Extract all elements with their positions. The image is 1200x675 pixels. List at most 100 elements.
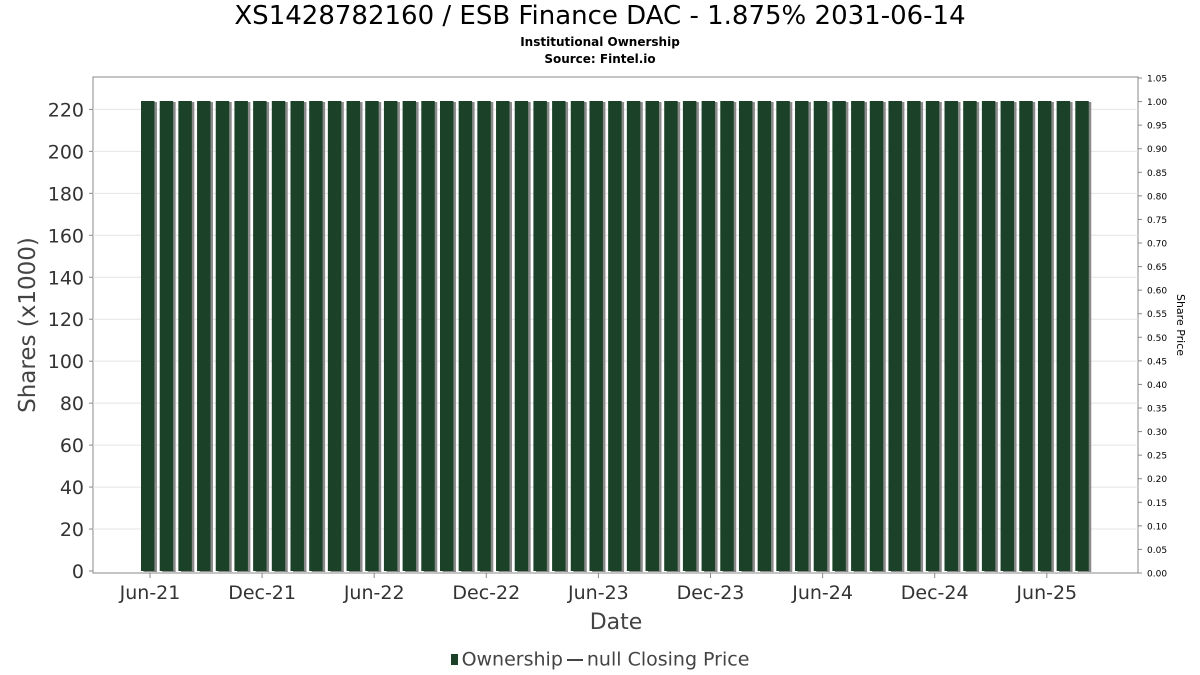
y2-tick-label: 0.15 bbox=[1147, 499, 1167, 509]
y2-tick-label: 0.40 bbox=[1147, 381, 1167, 391]
ownership-bar bbox=[589, 101, 603, 571]
ownership-legend-swatch bbox=[450, 654, 458, 665]
y2-tick-label: 0.90 bbox=[1147, 145, 1167, 155]
ownership-bar bbox=[738, 101, 753, 571]
ownership-bar bbox=[832, 101, 846, 571]
x-tick-label: Jun-25 bbox=[1015, 582, 1077, 604]
y-tick-label: 80 bbox=[60, 393, 84, 415]
y2-tick-label: 0.65 bbox=[1147, 263, 1167, 273]
x-axis-label: Date bbox=[590, 610, 643, 635]
ownership-bar bbox=[477, 101, 491, 571]
ownership-bar bbox=[309, 101, 323, 571]
y-tick-label: 40 bbox=[60, 477, 84, 499]
ownership-bar bbox=[552, 101, 566, 571]
ownership-bar bbox=[1075, 101, 1089, 571]
y2-tick-label: 0.25 bbox=[1147, 452, 1167, 462]
ownership-bar bbox=[851, 101, 865, 571]
ownership-bar bbox=[346, 101, 361, 571]
y2-tick-label: 0.70 bbox=[1147, 240, 1167, 250]
legend: Ownership null Closing Price bbox=[0, 648, 1200, 671]
x-tick-label: Jun-21 bbox=[119, 582, 181, 604]
y-tick-label: 120 bbox=[48, 309, 84, 331]
ownership-bar bbox=[1019, 101, 1033, 571]
ownership-bar bbox=[496, 101, 510, 571]
ownership-bar bbox=[439, 101, 454, 571]
x-tick-label: Dec-24 bbox=[901, 582, 969, 604]
y2-tick-label: 0.35 bbox=[1147, 405, 1167, 415]
ownership-bar bbox=[458, 101, 473, 571]
y2-tick-label: 0.10 bbox=[1147, 522, 1167, 532]
bars bbox=[141, 101, 1092, 572]
ownership-bar bbox=[813, 101, 828, 571]
chart-title: XS1428782160 / ESB Finance DAC - 1.875% … bbox=[234, 1, 966, 31]
ownership-bar bbox=[327, 101, 342, 571]
ownership-bar bbox=[402, 101, 417, 571]
y-tick-label: 220 bbox=[48, 99, 84, 121]
ownership-bar bbox=[757, 101, 772, 571]
ownership-bar bbox=[944, 101, 958, 571]
ownership-bar bbox=[664, 101, 678, 571]
ownership-bar bbox=[963, 101, 977, 571]
x-axis: Jun-21 Dec-21 Jun-22 Dec-22 Jun-23 Dec-23 Jun-… bbox=[119, 573, 1077, 604]
ownership-bar bbox=[776, 101, 790, 571]
ownership-bar bbox=[421, 101, 435, 571]
ownership-bar bbox=[645, 101, 659, 571]
ownership-bar bbox=[701, 101, 716, 571]
ownership-bar bbox=[1000, 101, 1015, 571]
ownership-bar bbox=[514, 101, 529, 571]
chart-subtitle: Institutional Ownership bbox=[520, 35, 680, 49]
ownership-bar bbox=[215, 101, 230, 571]
ownership-bar bbox=[271, 101, 286, 571]
y2-tick-label: 0.30 bbox=[1147, 428, 1167, 438]
ownership-bar bbox=[682, 101, 697, 571]
x-tick-label: Dec-23 bbox=[677, 582, 745, 604]
ownership-bar bbox=[1037, 101, 1052, 571]
ownership-bar bbox=[720, 101, 734, 571]
y2-axis: 0.00 0.05 0.10 0.15 0.20 0.25 0.30 0.35 0.40 0.45… bbox=[1138, 75, 1167, 580]
y-tick-label: 100 bbox=[48, 351, 84, 373]
ownership-bar bbox=[141, 101, 155, 571]
ownership-bar bbox=[383, 101, 398, 571]
y2-axis-label: Share Price bbox=[1174, 294, 1187, 356]
ownership-bar bbox=[234, 101, 248, 571]
ownership-bar bbox=[907, 101, 921, 571]
y-tick-label: 20 bbox=[60, 519, 84, 541]
ownership-bar bbox=[290, 101, 304, 571]
y2-tick-label: 0.50 bbox=[1147, 334, 1167, 344]
y2-tick-label: 0.05 bbox=[1147, 546, 1167, 556]
ownership-bar bbox=[197, 101, 211, 571]
ownership-bar bbox=[159, 101, 174, 571]
legend-ownership: Ownership bbox=[461, 648, 563, 671]
y2-tick-label: 0.85 bbox=[1147, 169, 1167, 179]
y2-tick-label: 1.05 bbox=[1147, 75, 1167, 85]
ownership-bar bbox=[869, 101, 884, 571]
ownership-bar bbox=[570, 101, 585, 571]
ownership-bar bbox=[925, 101, 940, 571]
y2-tick-label: 0.00 bbox=[1147, 570, 1167, 580]
y-axis: 0 20 40 60 80 100 120 140 160 180 200 220 bbox=[48, 99, 93, 583]
y-axis-label: Shares (x1000) bbox=[15, 237, 41, 413]
y2-tick-label: 0.20 bbox=[1147, 475, 1167, 485]
y2-tick-label: 0.75 bbox=[1147, 216, 1167, 226]
y2-tick-label: 1.00 bbox=[1147, 98, 1167, 108]
y-tick-label: 160 bbox=[48, 225, 84, 247]
y2-tick-label: 0.80 bbox=[1147, 192, 1167, 202]
ownership-bar bbox=[626, 101, 641, 571]
legend-closing-price: null Closing Price bbox=[586, 648, 750, 671]
x-tick-label: Jun-22 bbox=[343, 582, 405, 604]
ownership-bar bbox=[608, 101, 622, 571]
ownership-bar bbox=[533, 101, 547, 571]
x-tick-label: Jun-23 bbox=[567, 582, 629, 604]
closing-price-legend-line bbox=[566, 658, 583, 661]
ownership-bar bbox=[1056, 101, 1071, 571]
y-tick-label: 0 bbox=[72, 561, 84, 583]
ownership-bar bbox=[795, 101, 809, 571]
chart-source: Source: Fintel.io bbox=[544, 52, 656, 66]
ownership-bar bbox=[253, 101, 267, 571]
x-tick-label: Jun-24 bbox=[791, 582, 853, 604]
y-tick-label: 140 bbox=[48, 267, 84, 289]
y2-tick-label: 0.55 bbox=[1147, 310, 1167, 320]
y2-tick-label: 0.60 bbox=[1147, 287, 1167, 297]
y-tick-label: 60 bbox=[60, 435, 84, 457]
